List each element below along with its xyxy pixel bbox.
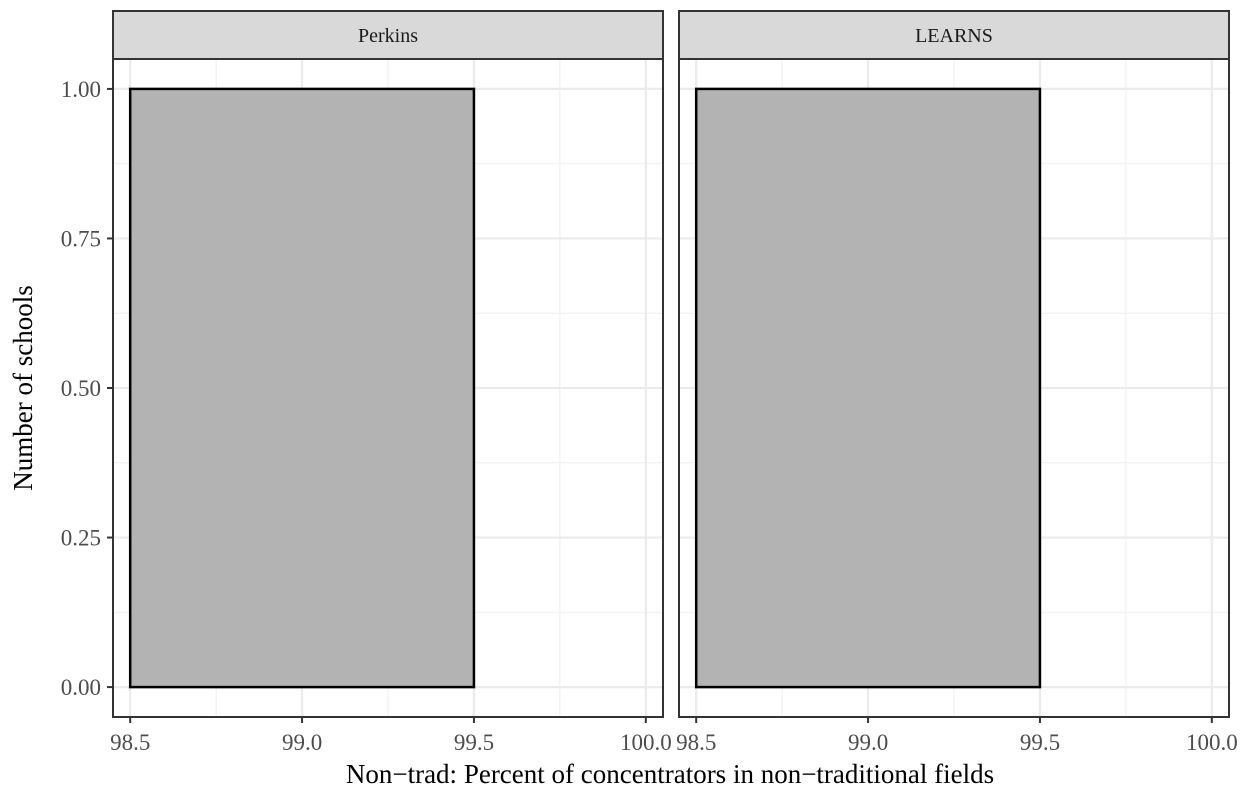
- x-tick-label: 98.5: [110, 730, 150, 755]
- histogram-bar: [128, 87, 476, 689]
- facet-label: Perkins: [358, 25, 418, 47]
- x-tick-label: 100.0: [620, 730, 672, 755]
- x-tick-label: 100.0: [1186, 730, 1238, 755]
- facet-strip: [112, 10, 664, 60]
- facet-label: LEARNS: [915, 25, 993, 47]
- y-axis-title: Number of schools: [8, 285, 38, 490]
- x-tick-label: 99.0: [282, 730, 322, 755]
- facet-panel-learns: LEARNS 98.5 99.0 99.5 100.0: [676, 10, 1238, 755]
- y-tick-label: 0.50: [61, 376, 101, 401]
- x-tick-label: 99.5: [454, 730, 494, 755]
- y-tick-label: 0.00: [61, 675, 101, 700]
- x-tick-label: 99.5: [1020, 730, 1060, 755]
- x-tick-label: 99.0: [848, 730, 888, 755]
- histogram-bar: [694, 87, 1042, 689]
- y-tick-label: 1.00: [61, 77, 101, 102]
- facet-panel-perkins: Perkins 98.5 99.0 99.5 100.0 0.00 0.25 0.50 0.75…: [61, 10, 672, 755]
- y-tick-label: 0.25: [61, 526, 101, 551]
- x-axis-title: Non−trad: Percent of concentrators in no…: [346, 759, 994, 789]
- facet-strip: [678, 10, 1230, 60]
- y-tick-label: 0.75: [61, 226, 101, 251]
- x-tick-label: 98.5: [676, 730, 716, 755]
